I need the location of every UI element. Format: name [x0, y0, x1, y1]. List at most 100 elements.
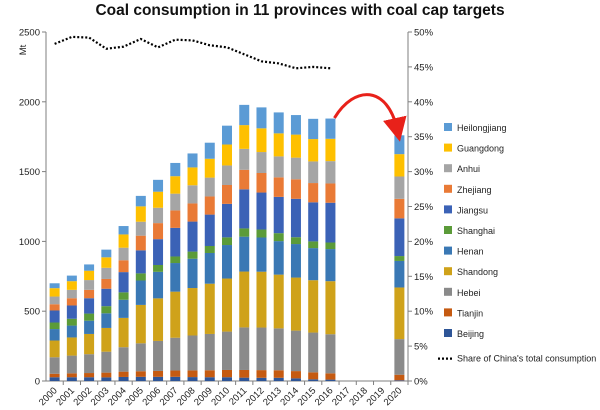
bar-segment — [256, 271, 267, 328]
bar-segment — [153, 239, 164, 265]
bar-segment — [170, 162, 181, 177]
bar-segment — [84, 320, 95, 334]
bar-segment — [49, 322, 60, 330]
legend-swatch — [444, 267, 452, 276]
bar-segment — [170, 376, 181, 381]
x-tick-label: 2010 — [209, 385, 232, 408]
bar-segment — [222, 278, 232, 332]
x-tick-label: 2003 — [89, 385, 112, 408]
y-axis-label: Mt — [18, 44, 29, 55]
bar-segment — [135, 280, 146, 305]
y-tick-label: 1500 — [19, 167, 40, 178]
bar-segment — [153, 223, 164, 240]
bar-segment — [308, 379, 319, 381]
bar-segment — [118, 226, 129, 235]
bar-segment — [187, 167, 198, 186]
bar-segment — [394, 176, 405, 199]
bar-segment — [290, 371, 301, 379]
bar-segment — [308, 280, 319, 333]
y2-tick-label: 35% — [414, 132, 434, 143]
y2-tick-label: 25% — [414, 202, 434, 213]
x-tick-label: 2001 — [54, 385, 77, 408]
x-tick-label: 2006 — [140, 385, 163, 408]
legend-label: Beijing — [457, 329, 484, 339]
legend-label: Shanghai — [457, 226, 495, 236]
bar-segment — [204, 252, 215, 284]
bar-segment — [49, 296, 60, 305]
legend-swatch — [444, 308, 452, 317]
bar-segment — [256, 377, 267, 381]
legend-swatch — [444, 164, 452, 173]
legend-label: Share of China's total consumption — [457, 354, 596, 364]
bar-segment — [290, 157, 301, 180]
bar-segment — [101, 288, 112, 307]
bar-segment — [222, 237, 232, 246]
bar-segment — [118, 234, 129, 248]
y2-tick-label: 10% — [414, 307, 434, 318]
bar-segment — [325, 379, 336, 381]
bar-segment — [101, 377, 112, 381]
bar-segment — [222, 203, 232, 238]
y2-tick-label: 45% — [414, 62, 434, 73]
bar-segment — [84, 377, 95, 381]
x-tick-label: 2012 — [244, 385, 267, 408]
bar-segment — [290, 244, 301, 278]
y-tick-label: 2500 — [19, 28, 40, 39]
bar-segment — [118, 260, 129, 273]
bar-segment — [290, 198, 301, 238]
bar-segment — [290, 179, 301, 199]
bar-segment — [187, 288, 198, 336]
bar-segment — [273, 377, 284, 381]
bar-segment — [239, 228, 250, 237]
legend-label: Zhejiang — [457, 185, 492, 195]
bar-segment — [118, 371, 129, 377]
bar-segment — [290, 277, 301, 331]
bar-segment — [256, 229, 267, 238]
bar-segment — [239, 271, 250, 328]
bar-segment — [153, 271, 164, 299]
bar-segment — [153, 264, 164, 272]
bar-segment — [204, 333, 215, 371]
bar-segment — [273, 328, 284, 371]
bar-segment — [118, 376, 129, 381]
bar-segment — [325, 242, 336, 250]
legend-label: Tianjin — [457, 308, 483, 318]
bar-segment — [49, 329, 60, 341]
bar-segment — [135, 273, 146, 281]
bar-segment — [170, 337, 181, 371]
bar-segment — [49, 288, 60, 297]
bar-segment — [394, 256, 405, 261]
bar-segment — [170, 193, 181, 211]
x-tick-label: 2015 — [296, 385, 319, 408]
bar-segment — [222, 125, 232, 145]
bar-segment — [239, 236, 250, 272]
y-tick-label: 0 — [35, 377, 40, 388]
bar-segment — [118, 299, 129, 318]
bar-segment — [101, 306, 112, 314]
bar-segment — [394, 380, 405, 381]
chart-title: Coal consumption in 11 provinces with co… — [95, 2, 505, 19]
bar-segment — [135, 206, 146, 222]
bar-segment — [239, 104, 250, 126]
bar-segment — [204, 283, 215, 334]
bar-segment — [66, 281, 77, 290]
bar-segment — [204, 196, 215, 215]
bar-segment — [66, 275, 77, 282]
bar-segment — [204, 246, 215, 253]
bar-segment — [101, 249, 112, 258]
bar-segment — [204, 214, 215, 247]
y2-tick-label: 40% — [414, 97, 434, 108]
bar-segment — [153, 370, 164, 377]
bar-segment — [187, 221, 198, 252]
bar-segment — [222, 245, 232, 279]
bar-segment — [153, 298, 164, 341]
bar-segment — [170, 256, 181, 264]
x-tick-label: 2005 — [123, 385, 146, 408]
x-tick-label: 2011 — [227, 385, 249, 407]
legend-label: Henan — [457, 247, 484, 257]
bar-segment — [239, 369, 250, 378]
bar-segment — [308, 241, 319, 249]
bar-segment — [170, 210, 181, 228]
legend-swatch — [444, 184, 452, 193]
